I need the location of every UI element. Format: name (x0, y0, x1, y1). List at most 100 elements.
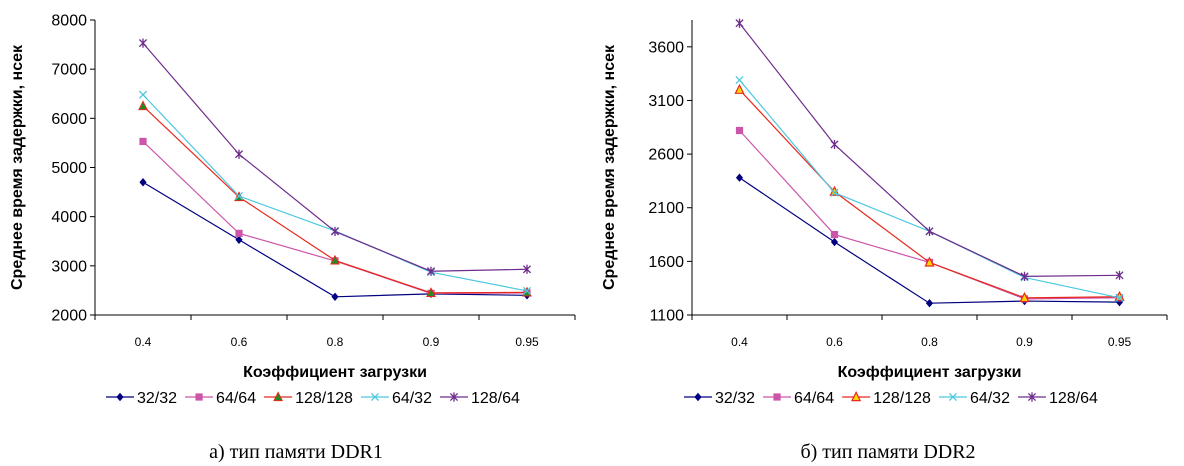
y-tick-label: 3100 (648, 93, 684, 110)
legend-item: 64/64 (185, 390, 256, 407)
data-point (735, 126, 744, 135)
y-tick-label: 8000 (51, 13, 87, 30)
data-point (522, 286, 532, 295)
y-tick-label: 7000 (51, 62, 87, 79)
data-point (234, 149, 244, 159)
data-point (330, 254, 340, 265)
data-point (735, 18, 744, 28)
legend: 32/32 64/64 128/128 64/32 128/64 (106, 390, 520, 407)
y-tick-label: 1600 (648, 254, 684, 271)
legend-label: 32/32 (137, 390, 177, 407)
y-tick-label: 2600 (648, 147, 684, 164)
legend-label: 128/64 (471, 390, 520, 407)
data-point (924, 256, 935, 267)
y-tick-label: 6000 (51, 111, 87, 128)
legend-swatch-marker (773, 393, 781, 401)
series-line (142, 105, 528, 294)
y-tick-label: 5000 (51, 160, 87, 177)
y-tick-label: 2000 (51, 308, 87, 325)
data-point (235, 229, 243, 237)
x-tick-label: 0.8 (921, 335, 938, 349)
series-128/64 (735, 18, 1124, 281)
legend-item: 32/32 (106, 390, 177, 407)
legend-item: 64/32 (938, 390, 1010, 407)
legend-label: 64/32 (392, 390, 432, 407)
data-point (235, 235, 243, 244)
x-tick-label: 0.8 (327, 335, 344, 349)
y-tick-label: 1100 (650, 308, 685, 325)
legend-swatch-marker (273, 391, 284, 402)
data-point (139, 137, 147, 146)
chart-caption: б) тип памяти DDR2 (800, 441, 975, 463)
y-axis-title: Среднее время задержки, нсек (601, 44, 618, 290)
legend-label: 128/128 (295, 390, 353, 407)
x-tick-label: 0.6 (826, 335, 843, 349)
legend-swatch-marker (1027, 392, 1037, 402)
chart-ddr1: 2000 3000 4000 5000 6000 7000 8000 0.4 0.6 0.8 0.9… (9, 13, 576, 463)
legend-swatch-marker (195, 393, 203, 401)
x-tick-label: 0.6 (231, 335, 248, 349)
data-point (426, 287, 436, 297)
chart-ddr1-svg: 2000 3000 4000 5000 6000 7000 8000 0.4 0.6 0.8 0.9… (9, 13, 576, 463)
legend-swatch-marker (948, 392, 957, 402)
data-point (735, 173, 744, 182)
legend-swatch-marker (449, 392, 459, 402)
x-axis-title: Коэффициент загрузки (243, 364, 427, 381)
legend-label: 32/32 (715, 390, 755, 407)
y-tick-label: 3000 (51, 258, 87, 275)
series-128/128 (734, 83, 1125, 303)
legend-item: 64/64 (763, 390, 834, 407)
data-point (234, 191, 244, 201)
data-point (330, 226, 340, 237)
data-point (522, 264, 532, 274)
x-tick-label: 0.95 (515, 335, 539, 349)
data-point (830, 139, 839, 150)
data-point (426, 266, 436, 276)
data-point (1115, 270, 1124, 280)
legend-item: 128/64 (1017, 390, 1098, 407)
legend-swatch-marker (851, 391, 862, 402)
x-tick-label: 0.4 (731, 335, 748, 349)
legend-swatch-marker (370, 392, 379, 402)
chart-ddr2: 1100 1600 2100 2600 3100 3600 0.4 0.6 0.8 0.9 0.95… (592, 0, 1184, 466)
legend-label: 128/64 (1049, 390, 1098, 407)
x-tick-label: 0.95 (1108, 335, 1132, 349)
y-tick-label: 4000 (51, 209, 87, 226)
data-point (925, 299, 934, 308)
legend-item: 128/64 (439, 390, 520, 407)
data-point (1115, 293, 1124, 302)
data-point (138, 90, 148, 99)
y-tick-label: 3600 (648, 39, 684, 56)
chart-caption: а) тип памяти DDR1 (209, 441, 383, 463)
legend-label: 128/128 (873, 390, 931, 407)
series-32/32 (139, 178, 531, 302)
data-point (138, 100, 148, 111)
data-point (830, 188, 839, 197)
data-point (139, 178, 147, 187)
series-line (739, 22, 1120, 277)
data-point (522, 286, 532, 297)
legend-swatch-marker (116, 392, 124, 402)
data-point (331, 292, 339, 302)
data-point (830, 237, 839, 247)
data-point (830, 230, 839, 239)
legend-label: 64/64 (216, 390, 256, 407)
y-axis-title: Среднее время задержки, нсек (9, 44, 26, 290)
legend: 32/32 64/64 128/128 64/32 128/64 (684, 390, 1098, 407)
data-point (1019, 291, 1030, 303)
series-line (739, 130, 1120, 300)
legend-item: 128/128 (842, 390, 931, 407)
x-tick-label: 0.4 (135, 335, 152, 349)
legend-item: 128/128 (264, 390, 353, 407)
series-32/32 (735, 173, 1124, 308)
data-point (1020, 271, 1029, 281)
legend-swatch-marker (694, 392, 702, 402)
series-64/64 (139, 137, 531, 297)
x-tick-label: 0.9 (423, 335, 440, 349)
legend-label: 64/64 (794, 390, 834, 407)
data-point (734, 83, 745, 94)
data-point (735, 76, 744, 85)
data-point (925, 226, 934, 236)
x-axis-title: Коэффициент загрузки (838, 364, 1022, 381)
x-tick-label: 0.9 (1016, 335, 1033, 349)
